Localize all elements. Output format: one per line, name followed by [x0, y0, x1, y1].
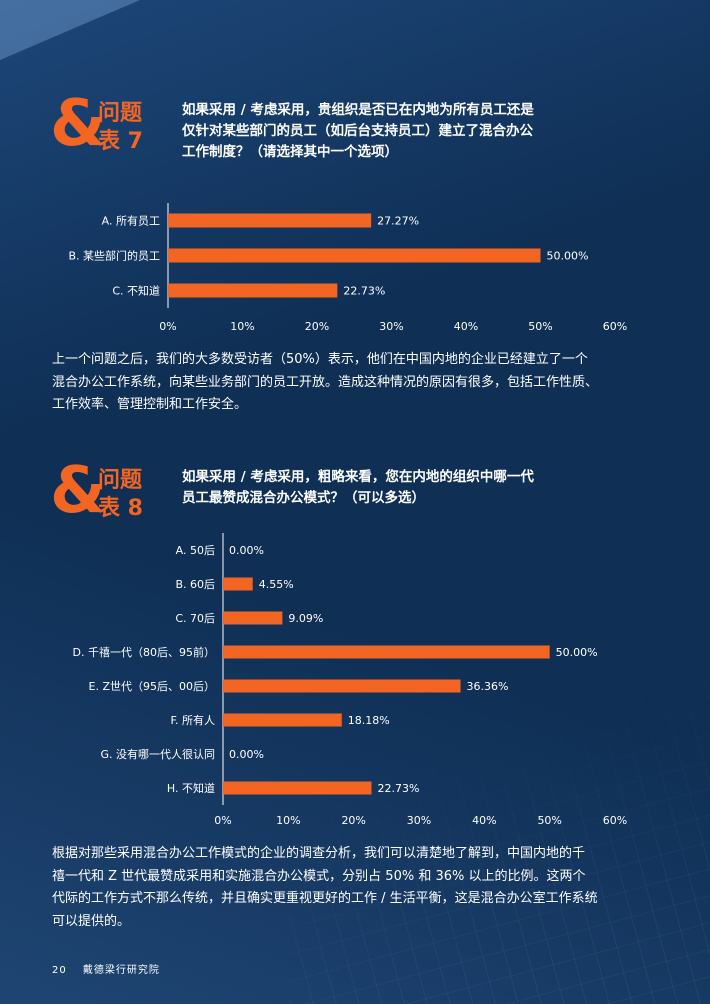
- data-label: 4.55%: [259, 578, 294, 591]
- paragraph-line: 混合办公工作系统，向某些业务部门的员工开放。造成这种情况的原因有很多，包括工作性…: [52, 374, 599, 390]
- category-label: C. 不知道: [112, 284, 160, 298]
- section-7-paragraph: 上一个问题之后，我们的大多数受访者（50%）表示，他们在中国内地的企业已经建立了…: [52, 349, 662, 417]
- category-label: A. 所有员工: [102, 214, 160, 228]
- section-8-label-top: 问题: [98, 468, 143, 493]
- x-tick-label: 10%: [276, 814, 300, 827]
- category-label: C. 70后: [175, 612, 215, 625]
- data-label: 27.27%: [377, 215, 419, 228]
- x-tick-label: 60%: [603, 814, 627, 827]
- bar: [223, 577, 253, 591]
- corner-decoration: [0, 0, 140, 60]
- paragraph-line: 根据对那些采用混合办公工作模式的企业的调查分析，我们可以清楚地了解到，中国内地的…: [52, 846, 586, 861]
- section-8-question: 如果采用 / 考虑采用，粗略来看，您在内地的组织中哪一代 员工最赞成混合办公模式…: [182, 467, 612, 509]
- x-tick-label: 60%: [603, 320, 627, 333]
- ampersand-icon: &: [50, 87, 106, 161]
- question-line: 仅针对某些部门的员工（如后台支持员工）建立了混合办公: [182, 123, 533, 139]
- x-tick-label: 30%: [379, 320, 403, 333]
- data-label: 50.00%: [547, 250, 589, 263]
- ampersand-logo-7: & 问题 表 7: [50, 92, 157, 156]
- paragraph-line: 上一个问题之后，我们的大多数受访者（50%）表示，他们在中国内地的企业已经建立了…: [52, 352, 588, 367]
- bar: [223, 611, 283, 625]
- ampersand-icon: &: [50, 454, 106, 528]
- question-line: 如果采用 / 考虑采用，粗略来看，您在内地的组织中哪一代: [182, 469, 534, 485]
- category-label: G. 没有哪一代人很认同: [100, 747, 215, 761]
- bar: [223, 679, 461, 693]
- question-line: 如果采用 / 考虑采用，贵组织是否已在内地为所有员工还是: [182, 102, 534, 118]
- page-number: 20: [52, 965, 67, 976]
- x-tick-label: 50%: [528, 320, 552, 333]
- paragraph-line: 禧一代和 Z 世代最赞成采用和实施混合办公模式，分别占 50% 和 36% 以上…: [52, 868, 586, 884]
- data-label: 22.73%: [343, 285, 385, 298]
- x-tick-label: 40%: [454, 320, 478, 333]
- data-label: 22.73%: [378, 782, 420, 795]
- section-7-label-top: 问题: [98, 101, 143, 126]
- data-label: 18.18%: [348, 714, 390, 727]
- x-tick-label: 40%: [472, 814, 496, 827]
- section-8-label-bottom: 表 8: [98, 496, 143, 521]
- x-tick-label: 20%: [341, 814, 365, 827]
- x-tick-label: 20%: [305, 320, 329, 333]
- paragraph-line: 代际的工作方式不那么传统，并且确实更重视更好的工作 / 生活平衡，这是混合办公室…: [52, 891, 598, 906]
- x-tick-label: 0%: [214, 814, 231, 827]
- category-label: D. 千禧一代（80后、95前）: [73, 645, 215, 659]
- paragraph-line: 工作效率、管理控制和工作安全。: [52, 397, 248, 412]
- data-label: 9.09%: [288, 612, 323, 625]
- page-footer: 20 戴德梁行研究院: [52, 961, 172, 976]
- bar: [168, 248, 541, 263]
- bar: [168, 213, 372, 228]
- category-label: B. 60后: [175, 578, 215, 591]
- building-graphic: [290, 674, 710, 1004]
- category-label: A. 50后: [176, 544, 215, 557]
- section-7-question: 如果采用 / 考虑采用，贵组织是否已在内地为所有员工还是 仅针对某些部门的员工（…: [182, 100, 612, 163]
- x-tick-label: 0%: [159, 320, 176, 333]
- data-label: 0.00%: [229, 544, 264, 557]
- section-7-label-bottom: 表 7: [98, 129, 143, 154]
- paragraph-line: 可以提供的。: [52, 913, 131, 929]
- question-line: 员工最赞成混合办公模式？（可以多选）: [182, 490, 425, 506]
- data-label: 50.00%: [556, 646, 598, 659]
- chart-7: A. 所有员工 27.27% B. 某些部门的员工 50.00% C. 不知道 22.73…: [68, 203, 627, 333]
- bar: [223, 781, 372, 795]
- section-8-paragraph: 根据对那些采用混合办公工作模式的企业的调查分析，我们可以清楚地了解到，中国内地的…: [52, 843, 662, 933]
- category-label: F. 所有人: [170, 713, 215, 727]
- chart-8: A. 50后 0.00% B. 60后 4.55% C. 70后 9.09% D. 千禧一代…: [73, 533, 627, 827]
- data-label: 0.00%: [229, 748, 264, 761]
- bar: [223, 645, 550, 659]
- publisher-name: 戴德梁行研究院: [82, 965, 160, 976]
- category-label: H. 不知道: [167, 781, 215, 795]
- x-tick-label: 30%: [407, 814, 431, 827]
- bar: [168, 283, 338, 298]
- category-label: E. Z世代（95后、00后）: [89, 680, 215, 693]
- data-label: 36.36%: [467, 680, 509, 693]
- x-tick-label: 50%: [537, 814, 561, 827]
- bar: [223, 713, 342, 727]
- ampersand-logo-8: & 问题 表 8: [50, 459, 157, 523]
- question-line: 工作制度？（请选择其中一个选项）: [182, 144, 398, 160]
- category-label: B. 某些部门的员工: [68, 249, 160, 263]
- x-tick-label: 10%: [230, 320, 254, 333]
